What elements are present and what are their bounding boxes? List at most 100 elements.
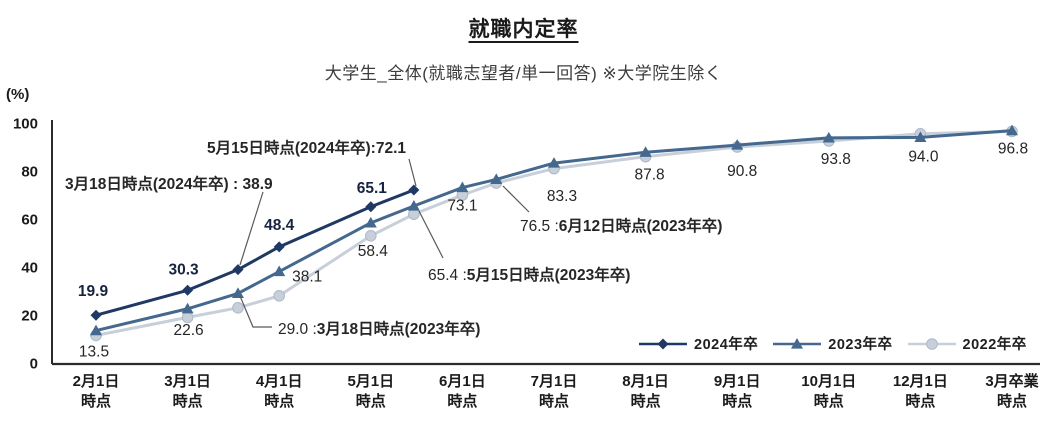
annotation-leader-line [502, 185, 530, 213]
x-tick-label: 時点 [356, 392, 386, 410]
data-label: 65.1 [357, 180, 388, 197]
x-tick-label: 8月1日 [622, 373, 669, 390]
y-tick-label: 40 [21, 260, 38, 277]
legend-item-2024: 2024年卒 [638, 333, 758, 354]
series-2023年卒: 13.5 22.6 38.1 58.4 73.1 83.3 87.8 90.8 93.8 94.0… [79, 124, 1028, 361]
x-tick-label: 6月1日 [439, 373, 486, 390]
x-tick-label: 時点 [905, 392, 935, 410]
data-label: 48.4 [264, 217, 295, 234]
ann-2023-0515: 65.4 :5月15日時点(2023年卒) [428, 265, 630, 284]
x-tick-label: 3月卒業 [985, 372, 1039, 390]
x-tick-label: 時点 [447, 392, 477, 410]
data-point-triangle-icon [731, 139, 744, 150]
y-tick-label: 0 [30, 356, 38, 373]
data-label: 96.8 [998, 141, 1028, 158]
y-tick-label: 100 [13, 116, 38, 133]
data-label: 30.3 [169, 261, 200, 278]
legend-item-2022: 2022年卒 [907, 333, 1027, 354]
ann-2024-0515: 5月15日時点(2024年卒):72.1 [207, 138, 406, 157]
data-point-triangle-icon [407, 200, 420, 211]
legend-label-2022: 2022年卒 [962, 337, 1027, 353]
data-point-diamond-icon [365, 201, 377, 213]
data-point-diamond-icon [657, 338, 669, 349]
y-axis-tick-labels: 0 20 40 60 80 100 [13, 116, 38, 373]
x-tick-label: 9月1日 [714, 373, 761, 390]
data-point-triangle-icon [490, 173, 503, 184]
x-tick-label: 10月1日 [801, 373, 856, 390]
legend-marker-2022-circle-icon [907, 337, 956, 350]
data-label: 93.8 [821, 151, 851, 168]
data-point-diamond-icon [182, 284, 194, 296]
data-point-triangle-icon [639, 146, 652, 157]
legend-label-2024: 2024年卒 [694, 337, 759, 353]
data-point-diamond-icon [408, 184, 420, 196]
chart-subtitle: 大学生_全体(就職志望者/単一回答) ※大学院生除く [324, 64, 723, 83]
data-label: 58.4 [358, 243, 389, 260]
series-line [95, 129, 1013, 333]
x-tick-label: 時点 [631, 392, 661, 410]
data-point-triangle-icon [181, 302, 194, 314]
x-tick-label: 時点 [814, 392, 844, 410]
data-point-triangle-icon [914, 131, 927, 142]
chart-title: 就職内定率 [468, 18, 579, 41]
data-point-triangle-icon [822, 131, 835, 143]
series-line [95, 188, 415, 317]
legend-label-2023: 2023年卒 [828, 337, 893, 353]
y-tick-label: 60 [21, 212, 38, 229]
ann-2024-0318: 3月18日時点(2024年卒) : 38.9 [65, 174, 273, 193]
data-label: 87.8 [635, 166, 665, 183]
data-point-triangle-icon [273, 265, 286, 277]
legend-marker-2023-triangle-icon [773, 337, 822, 349]
ann-2023-0612: 76.5 :6月12日時点(2023年卒) [520, 216, 722, 235]
x-tick-label: 4月1日 [256, 373, 303, 390]
y-tick-label: 80 [21, 164, 38, 181]
data-point-circle-icon [232, 302, 244, 314]
data-label: 90.8 [727, 163, 757, 180]
data-label: 22.6 [174, 322, 204, 339]
y-tick-label: 20 [21, 308, 38, 325]
data-label: 83.3 [547, 188, 577, 205]
legend-item-2023: 2023年卒 [772, 333, 892, 354]
x-tick-label: 時点 [173, 392, 203, 410]
data-point-triangle-icon [456, 181, 469, 193]
data-point-diamond-icon [232, 264, 244, 276]
x-tick-label: 5月1日 [347, 373, 394, 390]
data-point-triangle-icon [90, 324, 102, 336]
x-tick-label: 時点 [997, 392, 1027, 410]
annotation-leader-line [239, 295, 272, 328]
x-tick-label: 時点 [264, 392, 294, 410]
x-tick-label: 時点 [722, 392, 752, 410]
data-point-triangle-icon [1006, 124, 1018, 136]
x-tick-label: 2月1日 [73, 373, 120, 390]
data-point-triangle-icon [791, 337, 804, 349]
axes [51, 120, 1040, 366]
data-label: 38.1 [292, 269, 322, 286]
x-tick-label: 3月1日 [164, 373, 211, 390]
legend: 2024年卒 2023年卒 2022年卒 [638, 333, 1027, 354]
annotation-leader-line [239, 191, 264, 266]
data-label: 19.9 [78, 283, 109, 300]
series-line [95, 129, 1013, 337]
data-point-diamond-icon [90, 309, 102, 321]
x-tick-label: 時点 [81, 392, 111, 410]
data-label: 13.5 [79, 344, 109, 361]
data-point-circle-icon [365, 230, 377, 242]
y-axis-unit-label: (%) [6, 86, 30, 103]
data-point-triangle-icon [364, 216, 377, 228]
annotation-leader-line [418, 210, 444, 259]
x-tick-label: 時点 [539, 392, 569, 410]
data-point-diamond-icon [273, 241, 285, 253]
data-label: 73.1 [447, 198, 477, 215]
data-point-circle-icon [273, 290, 286, 302]
x-tick-label: 12月1日 [893, 373, 948, 390]
data-point-triangle-icon [231, 287, 244, 298]
data-point-triangle-icon [548, 157, 560, 168]
annotations: 3月18日時点(2024年卒) : 38.9 5月15日時点(2024年卒):72… [65, 138, 722, 338]
data-label: 94.0 [908, 148, 939, 165]
ann-2023-0318: 29.0 :3月18日時点(2023年卒) [278, 319, 480, 338]
legend-marker-2024-diamond-icon [639, 338, 687, 349]
data-point-circle-icon [925, 337, 938, 350]
